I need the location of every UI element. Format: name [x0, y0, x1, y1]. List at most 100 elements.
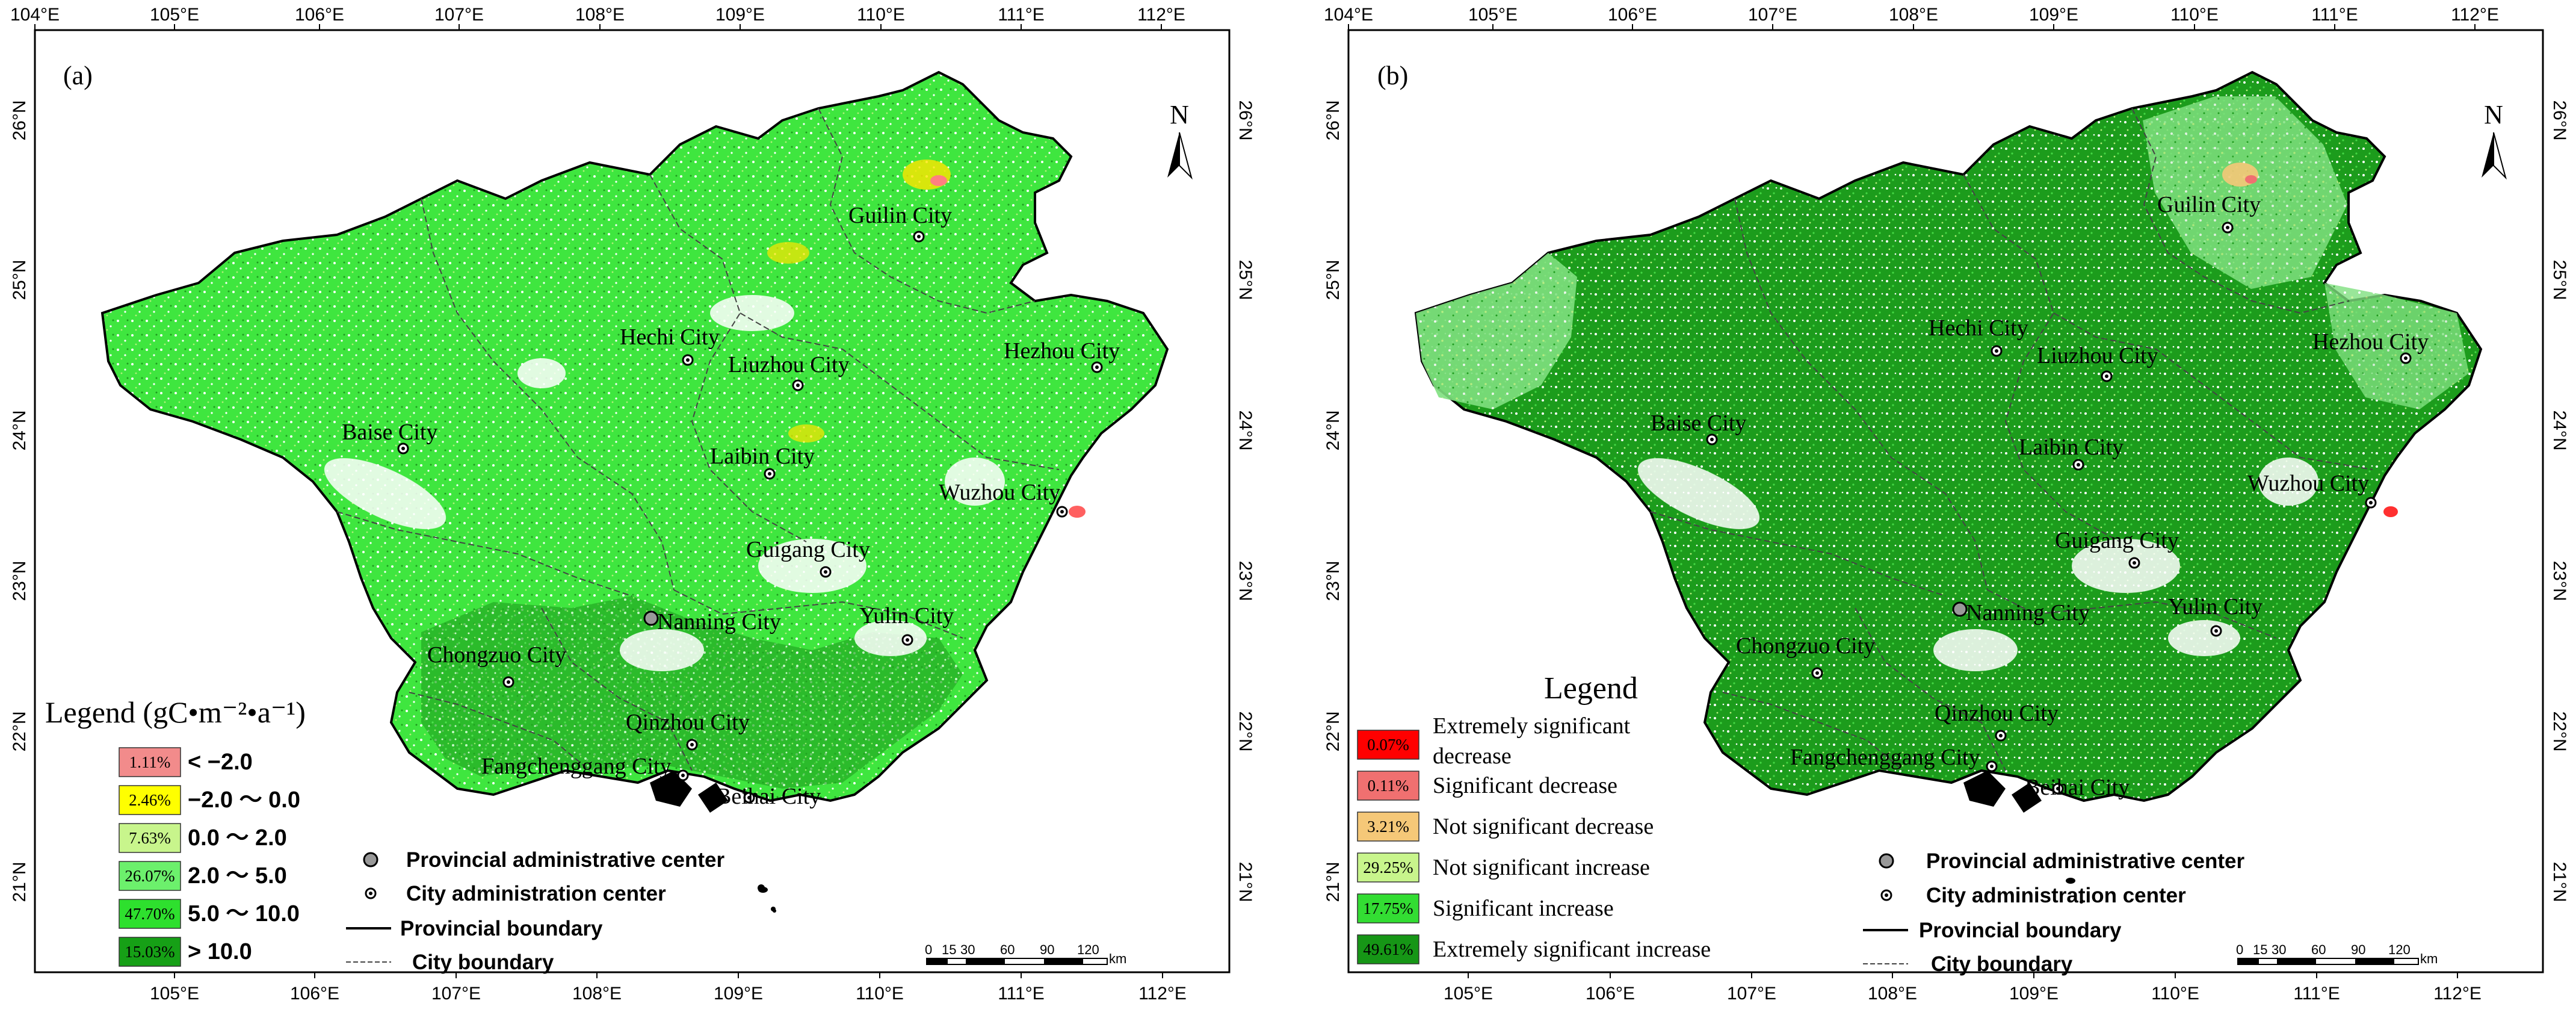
city-label: Baise City [342, 420, 437, 445]
lon-tick: 111°E [2311, 5, 2358, 25]
svg-text:0: 0 [2236, 942, 2243, 957]
lon-tick: 107°E [431, 984, 481, 1004]
legend-pct: 0.07% [1367, 736, 1409, 754]
svg-text:60: 60 [1000, 942, 1015, 957]
lon-tick: 111°E [998, 984, 1045, 1004]
no-data-patches-a [324, 295, 1005, 671]
lat-tick: 22°N [1323, 711, 1343, 751]
svg-text:120: 120 [1077, 942, 1099, 957]
lat-tick: 23°N [2550, 560, 2569, 601]
city-label: Beihai City [2025, 775, 2130, 800]
lat-tick: 22°N [1235, 711, 1255, 751]
city-label: Guigang City [746, 537, 870, 562]
lat-tick: 24°N [1235, 410, 1255, 450]
legend-label: Not significant decrease [1433, 814, 1654, 839]
lon-tick: 108°E [572, 984, 622, 1004]
lat-tick: 25°N [1323, 259, 1343, 300]
coastline-b [1963, 771, 2042, 813]
lon-tick: 112°E [2451, 5, 2499, 25]
lon-tick: 112°E [1137, 5, 1185, 25]
light-regions-b [1416, 96, 2469, 409]
provincial-center-icon [1952, 601, 1968, 617]
city-label: Laibin City [710, 444, 815, 469]
north-arrow-icon: N [1167, 100, 1193, 180]
legend-label: Extremely significant increase [1433, 937, 1711, 962]
city-label: Chongzuo City [1736, 633, 1875, 659]
map-svg-b: 104°E 105°E 106°E 107°E 108°E 109°E 110°… [1323, 5, 2569, 1004]
city-label: Beihai City [716, 784, 821, 809]
city-label: Qinzhou City [626, 710, 750, 735]
panel-label: (b) [1377, 61, 1408, 90]
islands-a [758, 887, 776, 913]
legend-pct: 17.75% [1363, 899, 1413, 917]
lon-tick: 109°E [2029, 5, 2078, 25]
legend-swatch [119, 785, 181, 815]
legend-label: Significant increase [1433, 896, 1614, 921]
legend-swatch [119, 899, 181, 929]
city-label: Hechi City [1929, 315, 2028, 341]
city-markers-b: Guilin City Hechi City Liuzhou City Hezh… [1651, 192, 2429, 800]
legend-swatch [1357, 893, 1419, 923]
lon-tick: 108°E [575, 5, 625, 25]
city-label: Wuzhou City [939, 480, 1060, 505]
city-boundaries-b [1650, 108, 2373, 771]
lon-ticks-top: 104°E 105°E 106°E 107°E 108°E 109°E 110°… [1324, 5, 2499, 30]
svg-text:Provincial administrative cent: Provincial administrative center [1926, 849, 2244, 873]
province-map-a [100, 70, 1169, 802]
lat-tick: 26°N [1323, 100, 1343, 140]
city-label: Nanning City [1966, 600, 2090, 625]
legend-pct: 1.11% [129, 753, 171, 771]
lon-tick: 105°E [150, 984, 199, 1004]
lon-tick: 112°E [1138, 984, 1187, 1004]
city-label: Hechi City [620, 324, 720, 350]
legend-swatch [119, 823, 181, 853]
map-panel-a: 104°E 105°E 106°E 107°E 108°E 109°E 110°… [10, 5, 1255, 1004]
svg-text:km: km [2420, 951, 2438, 966]
symbol-legend-a: Provincial administrative center City ad… [346, 848, 724, 974]
legend-pct: 47.70% [125, 905, 175, 923]
legend-a: Legend (gC•m⁻²•a⁻¹) 1.11% < −2.0 2.46% −… [45, 695, 306, 967]
svg-text:N: N [2484, 100, 2503, 129]
lat-tick: 25°N [2550, 259, 2569, 300]
legend-label: 0.0 ～ 2.0 [188, 825, 287, 851]
decrease-hotspots-a [767, 160, 1086, 518]
legend-pct: 0.11% [1368, 777, 1409, 795]
svg-text:City boundary: City boundary [412, 951, 554, 974]
lon-tick: 104°E [1324, 5, 1373, 25]
legend-label: decrease [1433, 743, 1512, 769]
lon-ticks-top: 104°E 105°E 106°E 107°E 108°E 109°E 110°… [10, 5, 1185, 30]
lon-tick: 108°E [1868, 984, 1917, 1004]
lat-tick: 24°N [1323, 410, 1343, 450]
legend-pct: 29.25% [1363, 858, 1413, 877]
city-label: Guilin City [2157, 192, 2261, 217]
map-panel-b: 104°E 105°E 106°E 107°E 108°E 109°E 110°… [1288, 0, 2576, 1018]
city-label: Laibin City [2019, 435, 2124, 460]
city-markers-a: Guilin City Hechi City Liuzhou City Hezh… [342, 203, 1120, 809]
legend-swatch [1357, 812, 1419, 842]
lat-tick: 21°N [2550, 861, 2569, 902]
legend-label: Significant decrease [1433, 773, 1617, 798]
lon-tick: 111°E [2293, 984, 2340, 1004]
lat-tick: 26°N [1235, 100, 1255, 140]
legend-label: Extremely significant [1433, 713, 1631, 739]
svg-text:km: km [1109, 951, 1126, 966]
legend-label: 5.0 ～ 10.0 [188, 901, 300, 926]
legend-swatch [119, 747, 181, 777]
lat-tick: 21°N [1323, 861, 1343, 902]
lon-tick: 105°E [1444, 984, 1493, 1004]
provincial-center-icon [643, 610, 659, 626]
lat-tick: 24°N [10, 410, 29, 450]
city-label: Guigang City [2055, 528, 2179, 553]
lon-tick: 105°E [150, 5, 199, 25]
lon-tick: 109°E [714, 984, 763, 1004]
provincial-center-icon [363, 852, 378, 867]
symbol-legend-b: Provincial administrative center City ad… [1863, 849, 2244, 976]
lat-tick: 23°N [10, 560, 29, 601]
legend-label: −2.0 ～ 0.0 [188, 787, 300, 813]
city-label: Yulin City [2168, 594, 2262, 619]
legend-b: Legend 0.07% Extremely significant decre… [1357, 671, 1711, 964]
svg-text:City administration center: City administration center [1926, 884, 2186, 907]
legend-pct: 15.03% [125, 943, 175, 961]
city-label: Qinzhou City [1935, 701, 2059, 726]
city-boundaries-a [336, 108, 1060, 771]
